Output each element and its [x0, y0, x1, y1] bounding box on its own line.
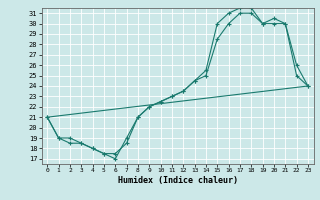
X-axis label: Humidex (Indice chaleur): Humidex (Indice chaleur) — [118, 176, 237, 185]
